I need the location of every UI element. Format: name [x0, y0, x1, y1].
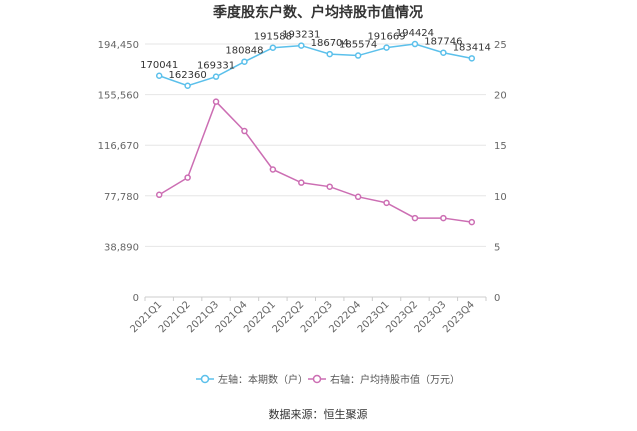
series-1-point[interactable] [212, 73, 220, 80]
series-1-point[interactable] [354, 52, 362, 59]
source-note: 数据来源：恒生聚源 [269, 407, 368, 421]
right-tick-label: 25 [494, 40, 507, 51]
series-line-1 [158, 43, 472, 87]
series-2-point[interactable] [269, 166, 277, 173]
series-2-point[interactable] [440, 214, 447, 222]
series-1-point[interactable] [440, 49, 447, 56]
left-tick-label: 77,780 [104, 192, 139, 203]
x-axis: 2021Q12021Q22021Q32021Q42022Q12022Q22022… [128, 297, 487, 335]
legend-swatch-marker [200, 374, 210, 384]
series-2-point[interactable] [298, 179, 305, 186]
legend-swatch-marker [312, 374, 322, 384]
data-label: 170041 [140, 60, 178, 71]
gridlines [145, 43, 486, 298]
series-1-point[interactable] [184, 82, 191, 90]
left-tick-label: 0 [133, 293, 139, 304]
chart-title: 季度股东户数、户均持股市值情况 [212, 4, 423, 21]
right-tick-label: 5 [494, 242, 500, 253]
series-1-point[interactable] [383, 44, 390, 51]
right-axis: 0 5 10 15 20 25 [494, 40, 507, 304]
x-tick-label: 2023Q4 [441, 299, 477, 335]
data-label: 191588 [254, 32, 292, 43]
data-label: 191669 [367, 32, 405, 43]
series-2-point[interactable] [468, 218, 476, 226]
series-1-point[interactable] [155, 72, 163, 80]
left-tick-label: 38,890 [104, 242, 139, 253]
legend-label: 左轴：本期数（户） [218, 373, 308, 386]
series-2-point[interactable] [326, 183, 333, 190]
series-1-point[interactable] [411, 40, 419, 48]
data-label: 169331 [197, 61, 235, 72]
series-1-point[interactable] [269, 44, 277, 51]
series-1-point[interactable] [298, 42, 305, 49]
series-2-point[interactable] [155, 191, 163, 199]
data-label: 193231 [282, 30, 320, 41]
legend[interactable]: 左轴：本期数（户） 右轴：户均持股市值（万元） [196, 373, 460, 386]
data-label: 186704 [311, 38, 349, 49]
data-label: 187746 [424, 37, 462, 48]
series-2-point[interactable] [212, 98, 220, 105]
data-label: 194424 [396, 28, 434, 39]
series-2-point[interactable] [184, 174, 191, 181]
series-1-point[interactable] [326, 50, 333, 58]
legend-item-1[interactable]: 左轴：本期数（户） [196, 373, 308, 386]
data-label: 162360 [169, 70, 207, 81]
data-label: 180848 [225, 46, 263, 57]
left-tick-label: 155,560 [98, 91, 139, 102]
left-axis: 0 38,890 77,780 116,670 155,560 194,450 [98, 40, 139, 304]
data-label: 185574 [339, 40, 377, 51]
series-2-point[interactable] [411, 214, 419, 222]
right-tick-label: 0 [494, 293, 500, 304]
series-1-point[interactable] [241, 58, 248, 65]
series-1-point[interactable] [468, 55, 476, 62]
series-2-point[interactable] [354, 193, 362, 201]
data-label: 183414 [453, 42, 491, 53]
left-tick-label: 194,450 [98, 40, 139, 51]
series-line-2 [158, 100, 472, 223]
right-tick-label: 15 [494, 141, 507, 152]
left-tick-label: 116,670 [98, 141, 139, 152]
legend-label: 右轴：户均持股市值（万元） [330, 373, 460, 386]
series-2-point[interactable] [383, 199, 390, 207]
right-tick-label: 20 [494, 91, 507, 102]
series-2-point[interactable] [241, 127, 248, 135]
right-tick-label: 10 [494, 192, 507, 203]
legend-item-2[interactable]: 右轴：户均持股市值（万元） [308, 373, 460, 386]
